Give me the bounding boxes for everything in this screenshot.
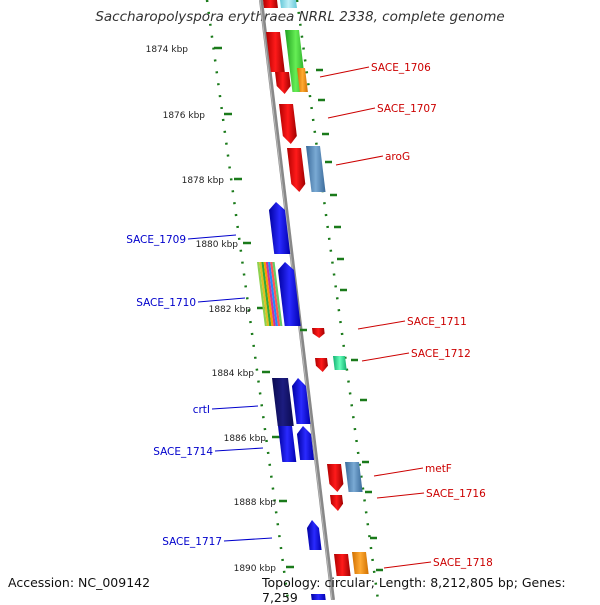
feature-sace-1716[interactable] bbox=[330, 495, 344, 511]
feature-sace-1705[interactable] bbox=[266, 32, 285, 72]
kbp-tick-label: 1886 kbp bbox=[224, 434, 267, 444]
genome-title: Saccharopolyspora erythraea NRRL 2338, c… bbox=[95, 9, 505, 25]
feature-sace-1718-partner[interactable] bbox=[352, 552, 369, 574]
feature-stripe-segment[interactable] bbox=[257, 262, 267, 326]
feature-metf-partner[interactable] bbox=[345, 462, 363, 492]
gene-label[interactable]: SACE_1709 bbox=[126, 234, 186, 246]
gene-leader-line bbox=[214, 447, 264, 452]
feature-stripe-segment[interactable] bbox=[261, 262, 272, 326]
gene-leader-line bbox=[223, 537, 273, 542]
feature-stripe-segment[interactable] bbox=[265, 262, 276, 326]
gene-leader-line bbox=[197, 297, 246, 303]
feature-sace-1714-partner[interactable] bbox=[296, 426, 315, 460]
feature-stripe-segment[interactable] bbox=[268, 262, 278, 326]
feature-sace-1712[interactable] bbox=[315, 358, 328, 372]
gene-leader-line bbox=[335, 155, 384, 166]
gene-label[interactable]: SACE_1716 bbox=[426, 488, 486, 500]
feature-stripe-segment[interactable] bbox=[263, 262, 274, 326]
kbp-tick-label: 1880 kbp bbox=[196, 240, 239, 250]
feature-stripe-segment[interactable] bbox=[272, 262, 283, 326]
feature-stripe-segment[interactable] bbox=[259, 262, 270, 326]
feature-bottom-blue[interactable] bbox=[311, 594, 326, 600]
gene-label[interactable]: SACE_1710 bbox=[136, 297, 196, 309]
kbp-tick-label: 1878 kbp bbox=[182, 176, 225, 186]
kbp-tick-label: 1874 kbp bbox=[146, 45, 189, 55]
gene-leader-line bbox=[373, 467, 424, 477]
genome-summary: Topology: circular; Length: 8,212,805 bp… bbox=[262, 575, 566, 605]
gene-leader-line bbox=[327, 107, 376, 119]
gene-label[interactable]: SACE_1718 bbox=[433, 557, 493, 569]
gene-label[interactable]: SACE_1717 bbox=[162, 536, 222, 548]
gene-leader-line bbox=[383, 561, 432, 569]
feature-stripe-segment[interactable] bbox=[270, 262, 281, 326]
gene-leader-line bbox=[376, 492, 425, 499]
feature-metf[interactable] bbox=[327, 464, 344, 492]
feature-sace-1709[interactable] bbox=[268, 202, 291, 254]
accession-text: Accession: NC_009142 bbox=[8, 575, 151, 590]
kbp-tick-label: 1882 kbp bbox=[209, 305, 252, 315]
feature-crti-partner[interactable] bbox=[291, 378, 311, 424]
feature-sace-1718[interactable] bbox=[334, 554, 351, 576]
gene-label[interactable]: SACE_1714 bbox=[153, 446, 213, 458]
feature-arog-partner[interactable] bbox=[306, 146, 326, 192]
gene-leader-line bbox=[187, 234, 237, 240]
kbp-tick-label: 1888 kbp bbox=[234, 498, 277, 508]
gene-leader-line bbox=[361, 352, 410, 362]
kbp-tick-label: 1890 kbp bbox=[234, 564, 277, 574]
kbp-tick-label: 1884 kbp bbox=[212, 369, 255, 379]
feature-sace-1710[interactable] bbox=[277, 262, 301, 326]
gene-label[interactable]: metF bbox=[425, 463, 452, 475]
feature-sace-1717[interactable] bbox=[306, 520, 322, 550]
inner-dotted-track bbox=[205, 0, 290, 600]
feature-sace-1707[interactable] bbox=[279, 104, 297, 144]
feature-top-cyan[interactable] bbox=[280, 0, 297, 8]
gene-label[interactable]: SACE_1706 bbox=[371, 62, 431, 74]
feature-sace-1711[interactable] bbox=[312, 328, 325, 338]
gene-leader-line bbox=[211, 405, 259, 410]
gene-label[interactable]: SACE_1712 bbox=[411, 348, 471, 360]
gene-label[interactable]: crtI bbox=[193, 404, 210, 416]
gene-leader-line bbox=[319, 66, 370, 78]
feature-orange[interactable] bbox=[297, 68, 308, 92]
feature-sace-1712-partner[interactable] bbox=[333, 356, 347, 370]
feature-crti[interactable] bbox=[272, 378, 294, 426]
gene-label[interactable]: SACE_1707 bbox=[377, 103, 437, 115]
outer-dotted-track bbox=[295, 0, 380, 600]
kbp-tick-label: 1876 kbp bbox=[163, 111, 206, 121]
feature-top-red[interactable] bbox=[263, 0, 278, 8]
gene-label[interactable]: aroG bbox=[385, 151, 410, 163]
gene-label[interactable]: SACE_1711 bbox=[407, 316, 467, 328]
feature-sace-1714[interactable] bbox=[278, 426, 297, 462]
gene-leader-line bbox=[357, 320, 406, 330]
feature-sace-1706[interactable] bbox=[275, 72, 291, 94]
feature-arog[interactable] bbox=[287, 148, 306, 192]
